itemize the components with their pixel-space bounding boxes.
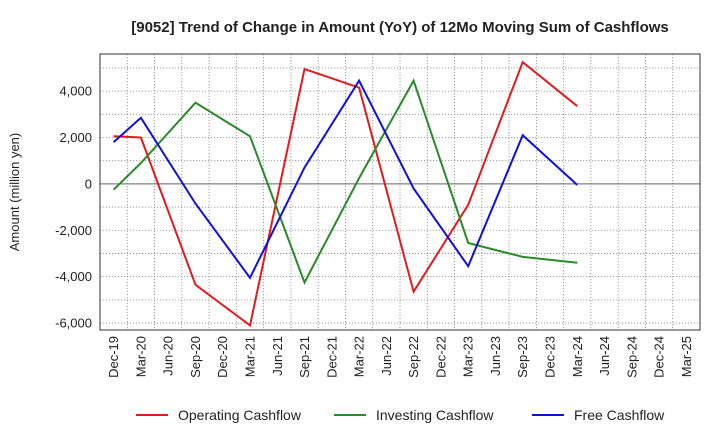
x-tick-label: Mar-25: [679, 336, 694, 377]
legend: Operating Cashflow Investing Cashflow Free…: [136, 407, 665, 423]
x-tick-label: Sep-22: [406, 336, 421, 378]
x-tick-label: Dec-24: [652, 336, 667, 378]
legend-label: Operating Cashflow: [178, 407, 302, 423]
x-tick-label: Sep-20: [188, 336, 203, 378]
y-tick-label: 2,000: [59, 130, 92, 145]
y-tick-label: 0: [85, 176, 92, 191]
x-tick-label: Dec-19: [106, 336, 121, 378]
x-tick-label: Sep-21: [297, 336, 312, 378]
y-axis-label: Amount (million yen): [7, 133, 22, 252]
x-tick-label: Sep-23: [515, 336, 530, 378]
x-tick-label: Jun-22: [379, 336, 394, 376]
series-line-operating-cashflow: [113, 60, 578, 328]
y-tick-label: -6,000: [55, 316, 92, 331]
x-tick-label: Mar-20: [133, 336, 148, 377]
x-tick-label: Jun-23: [488, 336, 503, 376]
x-tick-label: Mar-24: [570, 336, 585, 377]
x-tick-label: Dec-23: [543, 336, 558, 378]
x-tick-label: Sep-24: [624, 336, 639, 378]
series-lines: [112, 60, 578, 328]
legend-label: Free Cashflow: [574, 407, 665, 423]
series-line-free-cashflow: [112, 78, 578, 280]
x-tick-label: Mar-22: [352, 336, 367, 377]
x-tick-label: Jun-24: [597, 336, 612, 376]
x-tick-label: Jun-20: [161, 336, 176, 376]
series-line-investing-cashflow: [112, 78, 578, 285]
x-tick-label: Dec-20: [215, 336, 230, 378]
x-tick-label: Dec-22: [433, 336, 448, 378]
x-tick-label: Dec-21: [324, 336, 339, 378]
y-axis-ticks: 4,000 2,000 0 -2,000 -4,000 -6,000: [55, 84, 92, 331]
y-tick-label: -4,000: [55, 269, 92, 284]
x-axis-ticks: Dec-19 Mar-20 Jun-20 Sep-20 Dec-20 Mar-21 Jun-…: [106, 336, 694, 378]
x-tick-label: Jun-21: [270, 336, 285, 376]
x-tick-label: Mar-23: [461, 336, 476, 377]
x-tick-label: Mar-21: [243, 336, 258, 377]
chart-title: [9052] Trend of Change in Amount (YoY) o…: [131, 19, 669, 36]
legend-label: Investing Cashflow: [376, 407, 494, 423]
plot-border: [99, 53, 701, 331]
y-tick-label: -2,000: [55, 223, 92, 238]
y-tick-label: 4,000: [59, 84, 92, 99]
